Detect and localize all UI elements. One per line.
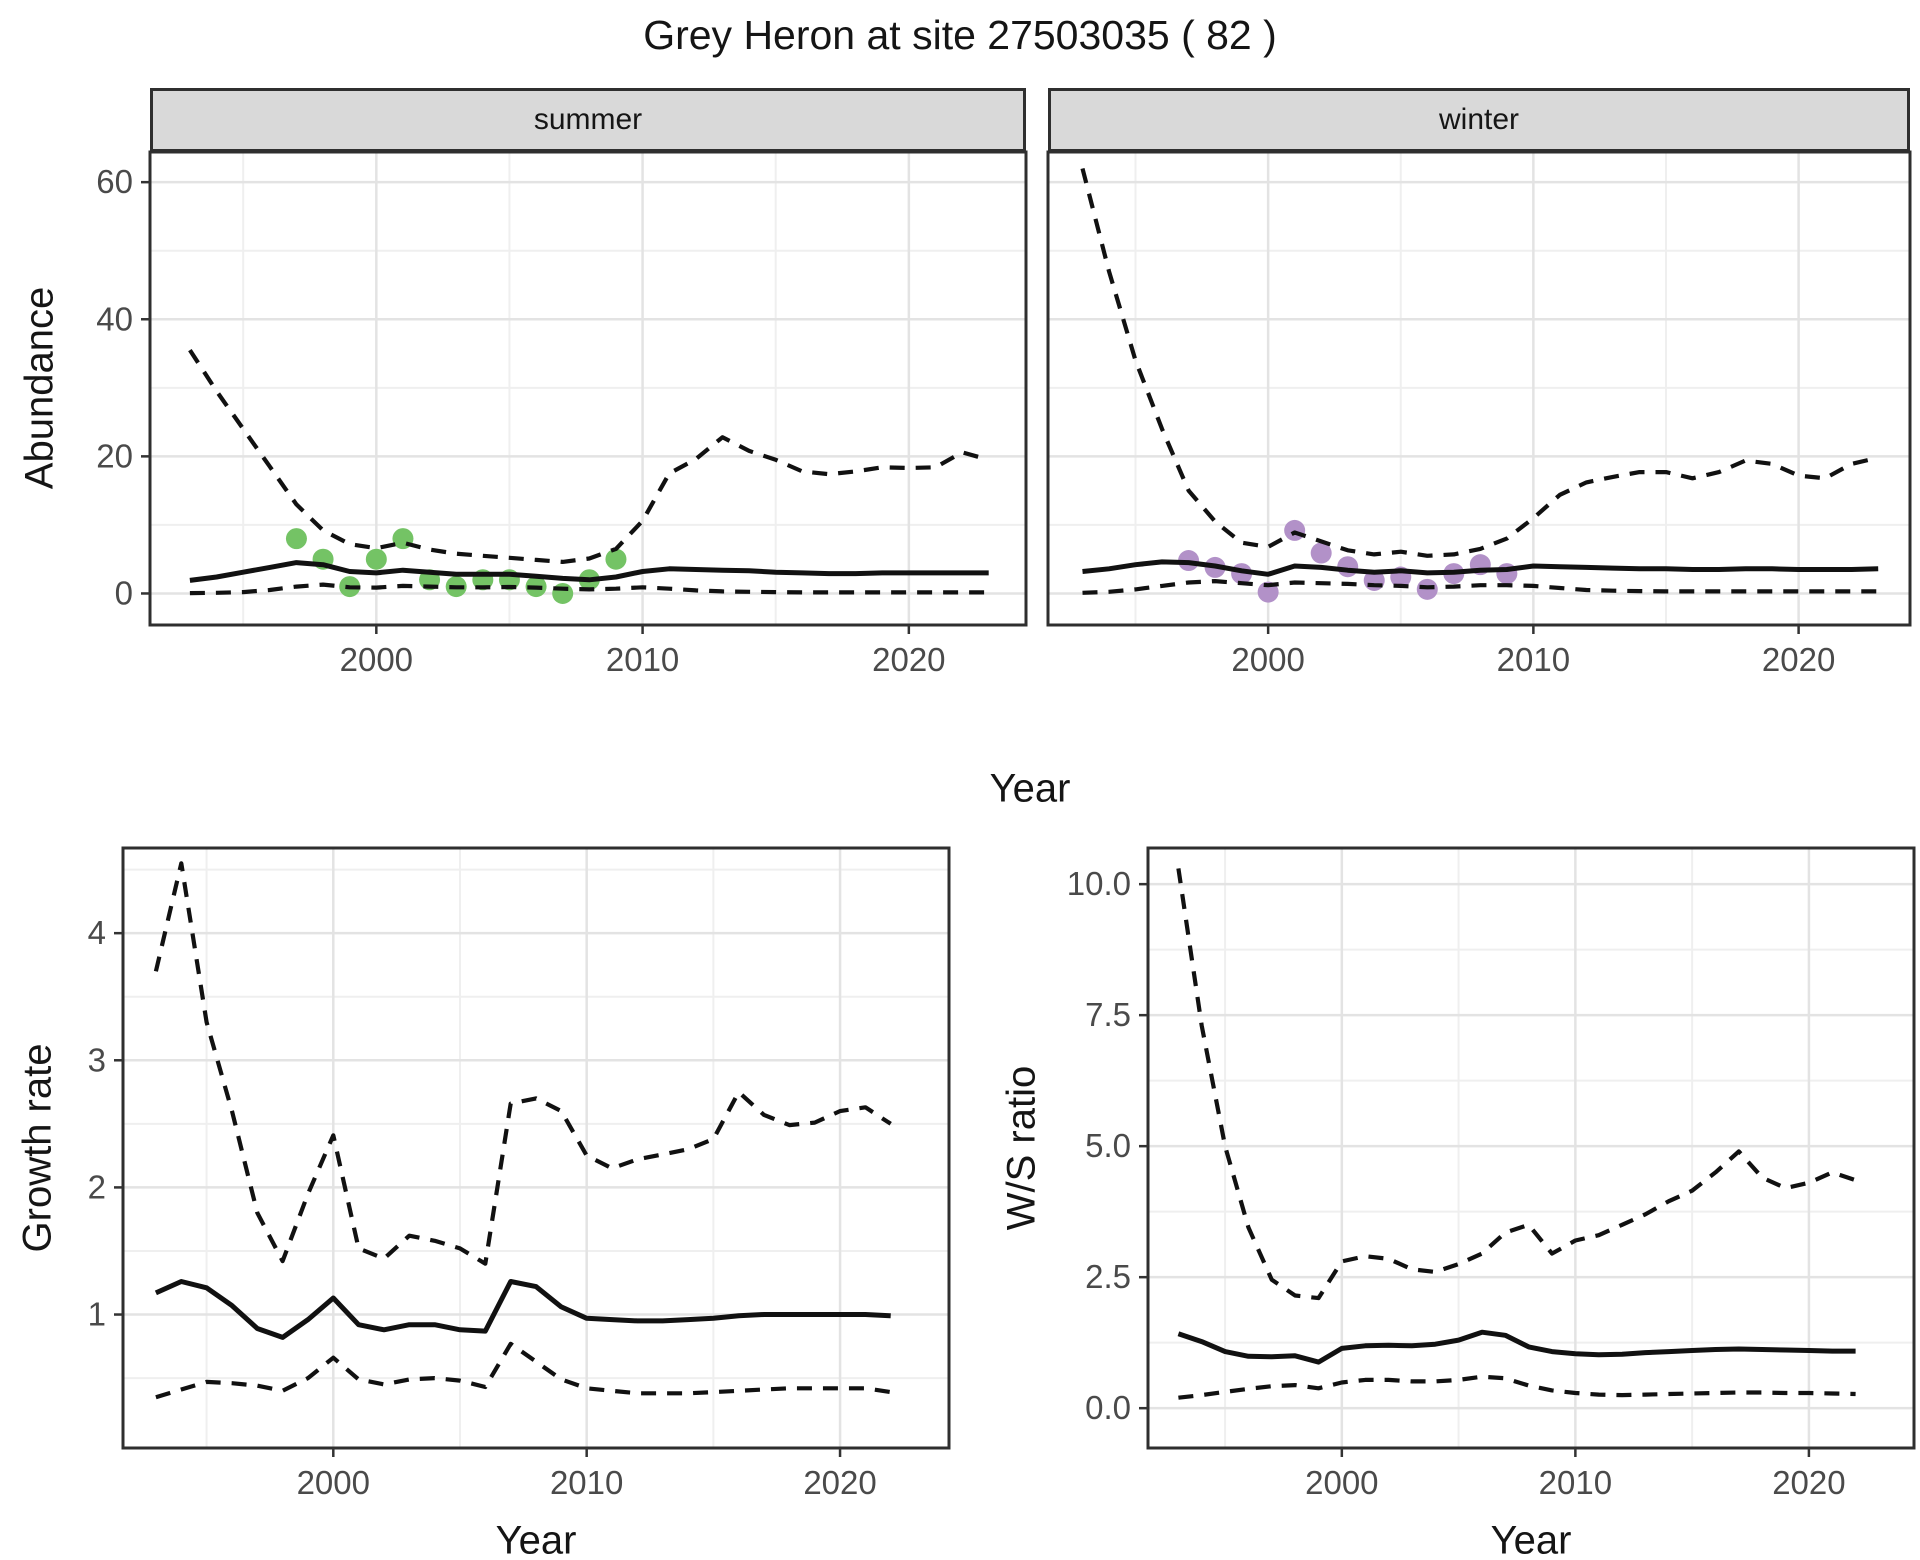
facet-strip-winter-label: winter — [1438, 103, 1520, 136]
x-axis-title-year-bottom-left: Year — [495, 1518, 577, 1560]
observation-point — [1284, 519, 1306, 541]
observation-points-winter-counts — [1178, 519, 1518, 603]
x-tick-label: 2020 — [872, 641, 945, 678]
x-axis: 2000 2010 2020 — [1305, 1448, 1846, 1501]
gridlines — [123, 848, 949, 1448]
y-tick-label: 2 — [88, 1168, 106, 1205]
y-axis-title-ws-ratio: W/S ratio — [999, 1065, 1044, 1231]
x-tick-label: 2020 — [1772, 1464, 1845, 1501]
x-axis: 2000 2010 2020 — [297, 1448, 877, 1501]
series-line-mean — [1177, 1329, 1856, 1365]
panel-abundance-summer: 2000 2010 2020 0 20 40 60 — [96, 150, 1028, 678]
series-line-lower-95ci — [1082, 579, 1879, 595]
series-line-mean — [189, 560, 989, 583]
plot-area-ws-ratio: 2000 2010 2020 0.0 2.5 5.0 7.5 10.0 — [1067, 846, 1916, 1501]
x-tick-label: 2010 — [1497, 641, 1570, 678]
model-lines — [1176, 868, 1857, 1400]
panel-abundance-winter: 2000 2010 2020 — [1046, 150, 1912, 678]
series-line-upper-95ci — [153, 861, 892, 1266]
observation-point — [365, 548, 387, 570]
observation-point — [285, 528, 307, 550]
plot-area-abundance-winter: 2000 2010 2020 — [1046, 150, 1912, 678]
observation-point — [1310, 542, 1332, 564]
x-axis: 2000 2010 2020 — [340, 625, 946, 678]
model-lines — [153, 861, 892, 1400]
y-tick-label: 60 — [96, 163, 133, 200]
series-line-upper-95ci — [1176, 868, 1857, 1301]
x-tick-label: 2020 — [1762, 641, 1835, 678]
chart-title: Grey Heron at site 27503035 ( 82 ) — [643, 12, 1277, 58]
y-axis: 0.0 2.5 5.0 7.5 10.0 — [1067, 865, 1148, 1426]
plot-area-growth-rate: 2000 2010 2020 1 2 3 4 — [88, 846, 951, 1501]
series-line-mean — [154, 1279, 891, 1340]
series-line-mean — [1082, 559, 1879, 577]
y-tick-label: 5.0 — [1085, 1127, 1131, 1164]
x-tick-label: 2010 — [606, 641, 679, 678]
x-tick-label: 2000 — [1231, 641, 1304, 678]
series-line-upper-95ci — [1080, 167, 1879, 558]
y-axis-title-abundance: Abundance — [17, 286, 62, 490]
gridlines — [1048, 152, 1910, 625]
y-axis: 1 2 3 4 — [88, 914, 123, 1333]
y-tick-label: 3 — [88, 1041, 106, 1078]
panel-border — [1146, 846, 1916, 1450]
x-tick-label: 2010 — [550, 1464, 623, 1501]
observation-point — [1257, 581, 1279, 603]
facet-strip-winter: winter — [1048, 88, 1910, 152]
observation-point — [605, 548, 627, 570]
x-axis-title-year-bottom-right: Year — [1490, 1518, 1572, 1560]
y-tick-label: 20 — [96, 437, 133, 474]
gridlines — [150, 152, 1026, 625]
y-tick-label: 1 — [88, 1296, 106, 1333]
y-tick-label: 0 — [115, 574, 133, 611]
panel-growth-rate: 2000 2010 2020 1 2 3 4 — [88, 846, 951, 1501]
facet-strip-summer-label: summer — [533, 103, 643, 136]
y-tick-label: 10.0 — [1067, 865, 1131, 902]
panel-border — [1046, 150, 1912, 627]
plot-area-abundance-summer: 2000 2010 2020 0 20 40 60 — [96, 150, 1028, 678]
y-tick-label: 2.5 — [1085, 1258, 1131, 1295]
y-tick-label: 7.5 — [1085, 996, 1131, 1033]
x-axis-title-year-top: Year — [989, 766, 1071, 811]
x-tick-label: 2020 — [803, 1464, 876, 1501]
observation-point — [1337, 556, 1359, 578]
panel-border — [121, 846, 951, 1450]
series-line-lower-95ci — [1178, 1374, 1856, 1400]
x-tick-label: 2000 — [340, 641, 413, 678]
facet-strip-summer: summer — [150, 88, 1026, 152]
panel-ws-ratio: 2000 2010 2020 0.0 2.5 5.0 7.5 10.0 — [1067, 846, 1916, 1501]
model-lines — [1080, 167, 1879, 595]
y-tick-label: 0.0 — [1085, 1389, 1131, 1426]
y-tick-label: 40 — [96, 300, 133, 337]
series-line-lower-95ci — [155, 1341, 892, 1400]
x-tick-label: 2010 — [1539, 1464, 1612, 1501]
y-axis: 0 20 40 60 — [96, 163, 150, 611]
x-tick-label: 2000 — [297, 1464, 370, 1501]
gridlines — [1148, 848, 1914, 1448]
x-tick-label: 2000 — [1305, 1464, 1378, 1501]
x-axis: 2000 2010 2020 — [1231, 625, 1835, 678]
y-tick-label: 4 — [88, 914, 106, 951]
model-lines — [188, 348, 990, 596]
observation-point — [552, 582, 574, 604]
series-line-lower-95ci — [189, 582, 989, 596]
series-line-upper-95ci — [188, 348, 990, 564]
panel-border — [148, 150, 1028, 627]
